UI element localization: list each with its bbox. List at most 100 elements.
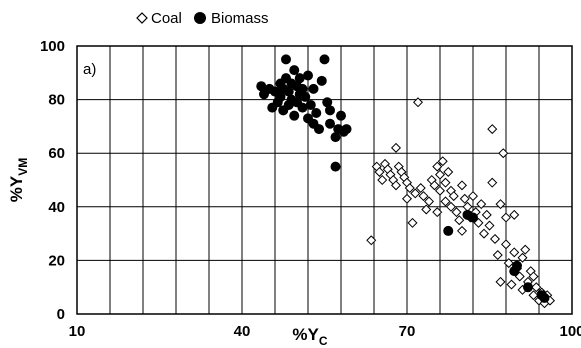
coal-point [377,174,388,186]
coal-point [478,228,490,239]
coal-point [404,183,415,194]
coal-point [487,177,498,188]
coal-point [484,220,495,231]
biomass-point [256,81,267,92]
biomass-point [325,105,335,116]
coal-point [531,282,542,293]
biomass-point [308,83,319,94]
biomass-point [330,161,341,172]
coal-point [503,258,514,269]
coal-point [509,209,520,220]
coal-point [434,169,446,180]
coal-point [440,177,451,188]
coal-point [451,207,462,218]
coal-point [454,215,465,226]
y-tick-label: 0 [57,306,65,323]
coal-point [476,199,487,210]
biomass-point [314,124,324,135]
x-axis-title-main: %Y [292,325,319,344]
legend: Coal Biomass [136,10,269,27]
coal-point [437,156,448,167]
y-tick-label: 60 [48,145,65,162]
coal-point [390,180,402,191]
x-axis-title-subscript: C [319,334,328,348]
coal-point [445,201,457,212]
biomass-point [468,212,478,223]
biomass-point [316,75,327,86]
coal-point [407,217,418,228]
coal-point [495,276,506,287]
coal-point [412,97,424,108]
coal-point [509,247,520,258]
y-tick-label: 20 [48,252,65,269]
coal-point [489,233,501,244]
coal-point [495,199,506,210]
coal-point [434,185,446,196]
coal-point [487,124,498,135]
coal-point [467,191,479,202]
open-diamond-icon [136,12,148,24]
coal-point [481,209,492,220]
coal-point [506,279,517,290]
coal-point [456,225,468,236]
coal-point [517,252,528,263]
x-tick-label: 100 [559,323,581,340]
coal-point [528,290,539,301]
legend-label-coal: Coal [151,10,182,27]
coal-point [374,166,385,177]
coal-point [423,196,435,207]
x-tick-label: 40 [234,323,251,340]
x-axis-title: %YC [292,325,327,348]
axis-ticks: 10 40 70 100 0 20 40 60 80 100 [40,38,581,340]
filled-circle-icon [194,12,206,24]
biomass-point [297,102,308,113]
coal-point [401,193,413,204]
biomass-point [443,225,454,236]
coal-point [448,191,459,202]
x-tick-label: 70 [399,323,416,340]
panel-label: a) [83,61,96,78]
biomass-point [297,83,308,94]
y-tick-label: 100 [40,38,65,55]
coal-point [410,188,421,199]
biomass-point [275,91,286,102]
biomass-point [283,86,294,97]
biomass-point [330,132,341,143]
biomass-point [322,97,333,108]
biomass-point [311,108,322,118]
coal-point [459,193,470,204]
coal-point [440,196,451,207]
biomass-point [289,110,300,121]
coal-point [432,207,443,218]
coal-point [429,180,440,191]
biomass-point [319,54,330,65]
coal-point [421,204,432,215]
coal-point [443,166,454,177]
biomass-point [303,70,313,81]
x-tick-label: 10 [69,323,86,340]
plot-frame [76,45,573,315]
coal-point [520,244,531,255]
coal-point [456,180,468,191]
biomass-point [523,282,533,293]
coal-point [366,235,377,246]
y-tick-label: 80 [48,92,65,109]
biomass-point [305,99,316,110]
coal-point [500,212,512,223]
biomass-point [539,292,550,303]
biomass-point [341,124,352,135]
coal-point [418,191,429,202]
coal-point [462,201,473,212]
grid [76,45,573,315]
y-axis-title: %YVM [7,158,30,202]
biomass-point [336,110,346,121]
y-axis-title-subscript: VM [16,158,30,176]
coal-point [500,239,512,250]
y-tick-label: 40 [48,199,65,216]
biomass-point [300,91,311,102]
coal-point [432,161,443,172]
biomass-point [294,73,305,84]
biomass-point [512,260,522,271]
y-axis-title-main: %Y [7,175,26,202]
